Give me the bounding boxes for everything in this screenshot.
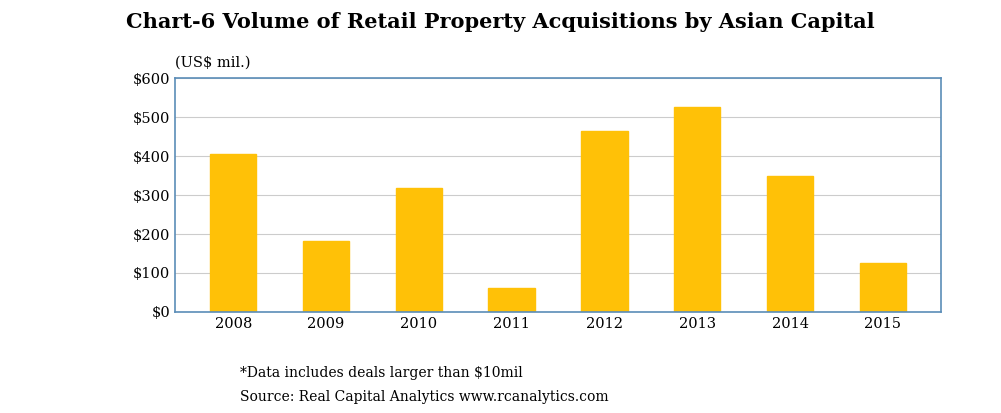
Bar: [582, 131, 628, 312]
Bar: [210, 154, 256, 312]
Text: Chart-6 Volume of Retail Property Acquisitions by Asian Capital: Chart-6 Volume of Retail Property Acquis…: [126, 12, 875, 32]
Bar: [395, 188, 442, 312]
Text: Source: Real Capital Analytics www.rcanalytics.com: Source: Real Capital Analytics www.rcana…: [240, 390, 609, 404]
Bar: [302, 241, 349, 312]
Bar: [767, 176, 813, 312]
Bar: [674, 107, 721, 312]
Bar: [488, 288, 535, 312]
Text: *Data includes deals larger than $10mil: *Data includes deals larger than $10mil: [240, 366, 523, 380]
Bar: [860, 263, 906, 312]
Text: (US$ mil.): (US$ mil.): [175, 56, 250, 70]
